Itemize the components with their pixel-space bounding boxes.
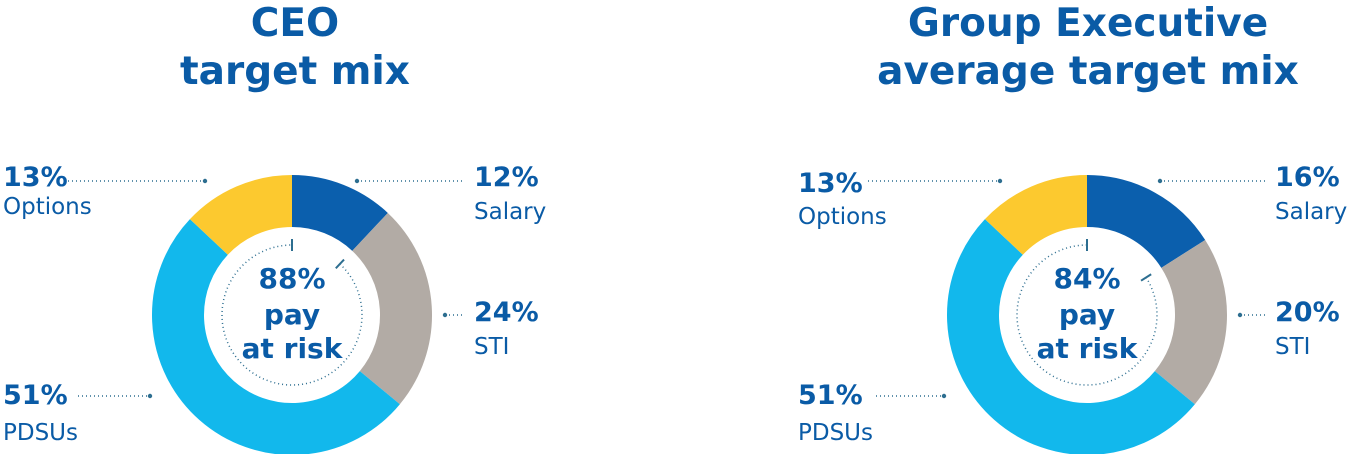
gexec-center-line-3: at risk [1037, 332, 1139, 365]
gexec-sti-label: STI [1275, 334, 1310, 360]
salary-slice [1086, 175, 1206, 269]
gexec-pdsus-label: PDSUs [798, 420, 873, 446]
leader-dot [1237, 312, 1243, 318]
ceo-options-label: Options [3, 194, 92, 220]
leader-dot [997, 178, 1003, 184]
pdsus-slice [947, 219, 1195, 454]
gexec-center-line-1: 84% [1053, 262, 1120, 295]
ceo-pdsus-value: 51% [3, 380, 68, 411]
gexec-leader-lines [868, 178, 1265, 399]
at-risk-tick [1140, 273, 1152, 282]
gexec-center-line-2: pay [1059, 298, 1115, 331]
gexec-donut [947, 175, 1227, 454]
leader-dot [202, 178, 208, 184]
gexec-sti-value: 20% [1275, 297, 1340, 328]
gexec-options-label: Options [798, 204, 887, 230]
gexec-pdsus-value: 51% [798, 380, 863, 411]
ceo-chart: CEO target mix 13% Options 12% Salary 24… [3, 1, 546, 454]
gexec-title-line-1: Group Executive [908, 1, 1268, 46]
ceo-sti-label: STI [474, 334, 509, 360]
leader-dot [941, 393, 947, 399]
ceo-options-value: 13% [3, 162, 68, 193]
at-risk-tick [335, 258, 345, 270]
gexec-salary-label: Salary [1275, 199, 1347, 225]
ceo-title-line-1: CEO [251, 1, 339, 46]
options-slice [189, 175, 293, 256]
ceo-sti-value: 24% [474, 297, 539, 328]
ceo-center-line-2: pay [264, 298, 320, 331]
leader-dot [354, 178, 360, 184]
ceo-title-line-2: target mix [180, 49, 410, 94]
leader-dot [1157, 178, 1163, 184]
sti-slice [1154, 239, 1227, 405]
pdsus-slice [152, 219, 400, 454]
ceo-center-line-1: 88% [258, 262, 325, 295]
leader-dot [147, 393, 153, 399]
sti-slice [351, 212, 432, 405]
gexec-salary-value: 16% [1275, 162, 1340, 193]
at-risk-dotted-arc [1016, 244, 1158, 386]
options-slice [984, 175, 1088, 256]
salary-slice [291, 175, 388, 252]
leader-dot [442, 312, 448, 318]
group-executive-chart: Group Executive average target mix 13% O… [798, 1, 1347, 454]
ceo-pdsus-label: PDSUs [3, 420, 78, 446]
gexec-options-value: 13% [798, 168, 863, 199]
ceo-salary-label: Salary [474, 199, 546, 225]
ceo-leader-lines [64, 178, 464, 399]
ceo-donut [152, 175, 432, 454]
ceo-salary-value: 12% [474, 162, 539, 193]
ceo-center-line-3: at risk [242, 332, 344, 365]
gexec-title-line-2: average target mix [877, 49, 1299, 94]
